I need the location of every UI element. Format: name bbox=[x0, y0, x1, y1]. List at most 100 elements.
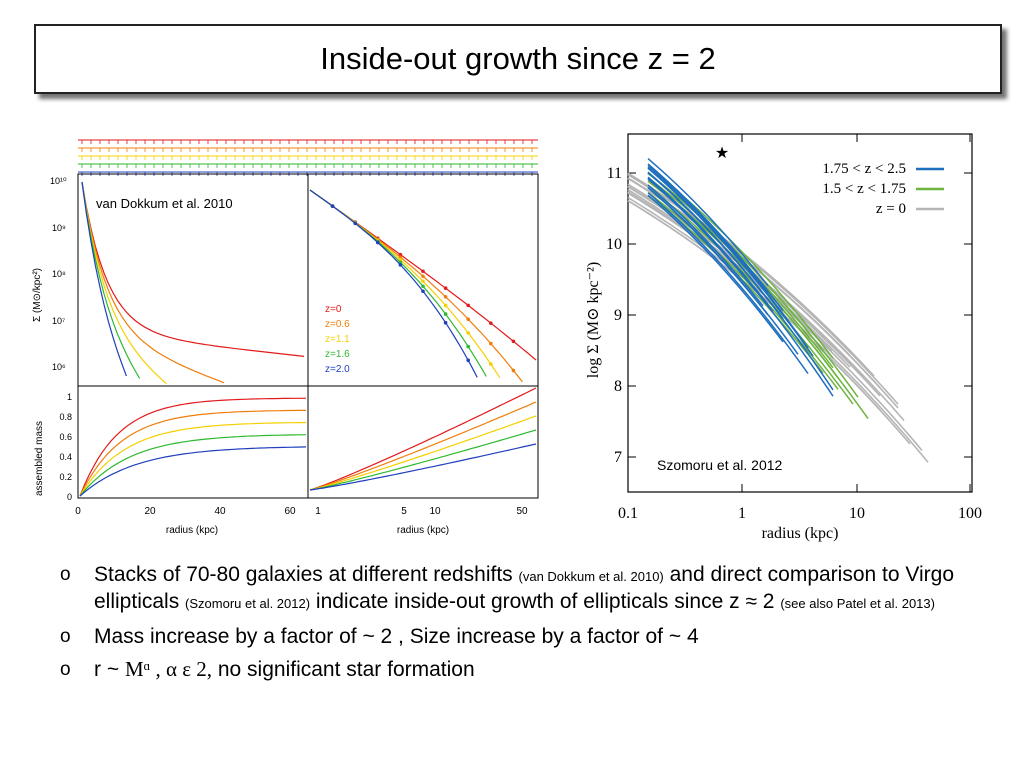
data-point bbox=[421, 279, 425, 284]
ytick-label: 0.4 bbox=[59, 452, 72, 462]
ytick-label: 8 bbox=[614, 378, 622, 395]
reference: (see also Patel et al. 2013) bbox=[780, 596, 935, 611]
plot-curve bbox=[647, 192, 809, 375]
data-point bbox=[398, 255, 403, 259]
top-ylabel: Σ (M⊙/kpc²) bbox=[32, 268, 43, 322]
ytick-label: 10⁶ bbox=[52, 362, 66, 372]
title-box: Inside-out growth since z = 2 bbox=[34, 24, 1002, 94]
ytick-label: 1 bbox=[67, 392, 72, 402]
legend-z11: z=1.1 bbox=[325, 334, 350, 345]
xlabel-left: radius (kpc) bbox=[166, 525, 218, 536]
plot-curve bbox=[79, 446, 307, 497]
plot-curve bbox=[647, 166, 809, 349]
ytick-label: 10⁹ bbox=[52, 223, 66, 233]
xtick-label: 10 bbox=[849, 505, 865, 522]
plot-curve bbox=[647, 163, 784, 312]
plot-curve bbox=[627, 196, 929, 463]
bullet-marker: o bbox=[60, 564, 71, 585]
legend-z06: z=0.6 bbox=[325, 319, 350, 330]
ytick-label: 10¹⁰ bbox=[50, 176, 67, 186]
data-point bbox=[489, 341, 493, 346]
bullet-item: o r ~ Mᵅ , α ε 2, no significant star fo… bbox=[60, 657, 960, 682]
bullet-item: o Stacks of 70-80 galaxies at different … bbox=[60, 562, 960, 616]
data-point bbox=[421, 284, 425, 289]
slide-title: Inside-out growth since z = 2 bbox=[320, 41, 716, 76]
reference: (van Dokkum et al. 2010) bbox=[518, 569, 664, 584]
legend-label: 1.5 < z < 1.75 bbox=[822, 181, 906, 197]
szomoru-curves bbox=[627, 158, 929, 463]
data-point bbox=[466, 303, 471, 308]
plot-curve bbox=[309, 415, 537, 491]
data-point bbox=[511, 368, 516, 373]
plot-curve bbox=[647, 178, 834, 397]
xlabel-right: radius (kpc) bbox=[397, 525, 449, 536]
top-yticks: 10¹⁰ 10⁹ 10⁸ 10⁷ 10⁶ bbox=[50, 176, 67, 372]
data-point bbox=[376, 240, 380, 245]
ytick-label: 7 bbox=[614, 449, 622, 466]
xtick-label: 0.1 bbox=[618, 505, 638, 522]
szomoru-ylabel: log Σ (M⊙ kpc⁻²) bbox=[585, 262, 602, 378]
xtick-label: 10 bbox=[429, 506, 441, 517]
redshift-legend: z=0 z=0.6 z=1.1 z=1.6 z=2.0 bbox=[325, 304, 350, 375]
xtick-label: 60 bbox=[284, 506, 296, 517]
ytick-label: 0 bbox=[67, 492, 72, 502]
plot-curve bbox=[647, 177, 774, 312]
szomoru-frame bbox=[627, 133, 973, 493]
bullet-marker: o bbox=[60, 626, 71, 647]
left-xticks: 0 20 40 60 bbox=[75, 506, 296, 517]
plot-curve bbox=[647, 171, 784, 320]
plot-curve bbox=[79, 421, 307, 497]
data-point bbox=[489, 362, 493, 366]
bullet-text: no significant star formation bbox=[212, 658, 475, 681]
legend-z0: z=0 bbox=[325, 304, 342, 315]
legend-label: z = 0 bbox=[876, 201, 906, 217]
data-point bbox=[466, 358, 471, 363]
ytick-label: 11 bbox=[607, 165, 622, 182]
szomoru-xticks: 0.1 1 10 100 bbox=[618, 505, 982, 522]
data-point bbox=[421, 274, 425, 279]
data-point bbox=[443, 312, 448, 316]
plot-curve bbox=[647, 184, 764, 307]
xtick-label: 0 bbox=[75, 506, 81, 517]
plot-curve bbox=[647, 194, 784, 343]
ytick-label: 10 bbox=[606, 236, 622, 253]
data-point bbox=[443, 303, 448, 308]
xtick-label: 1 bbox=[738, 505, 746, 522]
data-point bbox=[443, 320, 448, 325]
top-tick-strips bbox=[78, 139, 538, 176]
data-point bbox=[398, 252, 403, 257]
formula: Mᵅ , α ε 2, bbox=[124, 657, 213, 681]
bullet-list: o Stacks of 70-80 galaxies at different … bbox=[60, 562, 960, 690]
data-point bbox=[330, 204, 335, 208]
ytick-label: 0.6 bbox=[59, 432, 72, 442]
plot-curve bbox=[627, 172, 875, 377]
data-point bbox=[511, 339, 516, 344]
ytick-label: 10⁸ bbox=[52, 269, 66, 279]
bullet-item: o Mass increase by a factor of ~ 2 , Siz… bbox=[60, 624, 960, 649]
bottom-yticks: 1 0.8 0.6 0.4 0.2 0 bbox=[59, 392, 72, 502]
data-point bbox=[421, 269, 425, 274]
plot-curve bbox=[81, 181, 127, 377]
bullet-marker: o bbox=[60, 659, 71, 680]
bullet-text: r ~ bbox=[94, 658, 125, 681]
right-xticks: 1 5 10 50 bbox=[315, 506, 528, 517]
szomoru-figure: 11 10 9 8 7 log Σ (M⊙ kpc⁻²) 0.1 1 10 10… bbox=[582, 128, 994, 548]
plot-curve bbox=[309, 443, 537, 491]
ytick-label: 10⁷ bbox=[52, 316, 65, 326]
data-point bbox=[398, 263, 403, 267]
xtick-label: 5 bbox=[401, 506, 407, 517]
legend-z16: z=1.6 bbox=[325, 349, 350, 360]
ytick-label: 9 bbox=[614, 307, 622, 324]
plot-curve bbox=[627, 189, 851, 368]
citation-van-dokkum: van Dokkum et al. 2010 bbox=[96, 196, 233, 211]
plot-curve bbox=[79, 409, 306, 497]
plot-curve bbox=[81, 181, 167, 385]
plot-curve bbox=[81, 181, 225, 384]
plot-curve bbox=[647, 164, 769, 293]
plot-curve bbox=[79, 434, 307, 497]
star-marker: ★ bbox=[715, 145, 729, 162]
data-point bbox=[466, 317, 471, 321]
plot-curve bbox=[627, 192, 923, 452]
data-point bbox=[443, 286, 448, 290]
data-point bbox=[466, 344, 471, 349]
